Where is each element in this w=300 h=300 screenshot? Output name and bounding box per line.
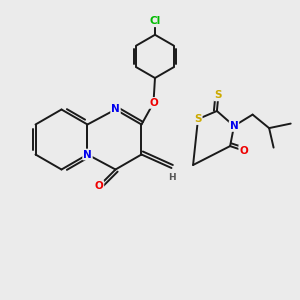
Text: N: N (83, 149, 92, 160)
Text: O: O (94, 181, 103, 191)
Text: N: N (111, 104, 120, 115)
Text: S: S (215, 90, 222, 100)
Text: Cl: Cl (149, 16, 161, 26)
Text: O: O (149, 98, 158, 108)
Text: S: S (194, 114, 202, 124)
Text: H: H (168, 172, 176, 182)
Text: N: N (230, 121, 238, 131)
Text: O: O (239, 146, 248, 156)
